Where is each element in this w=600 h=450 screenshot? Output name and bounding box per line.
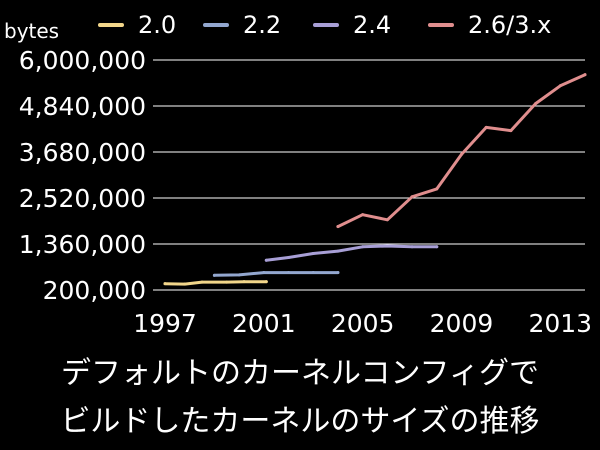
data-point-2-0	[264, 258, 268, 262]
data-point-0-1	[183, 282, 187, 286]
data-point-3-5	[459, 152, 463, 156]
data-point-1-1	[237, 273, 241, 277]
x-tick-label: 2005	[331, 309, 395, 338]
data-point-2-6	[410, 245, 414, 249]
x-tick-label: 2013	[528, 309, 592, 338]
data-point-3-4	[435, 187, 439, 191]
data-point-0-5	[264, 280, 268, 284]
data-point-2-7	[435, 245, 439, 249]
data-point-0-4	[242, 280, 246, 284]
y-tick-label: 200,000	[43, 276, 146, 305]
series-line-0	[163, 280, 268, 286]
data-point-3-8	[534, 102, 538, 106]
caption-line-2: ビルドしたカーネルのサイズの推移	[60, 404, 540, 439]
data-point-0-2	[200, 280, 204, 284]
y-axis-label: bytes	[4, 19, 59, 43]
data-point-3-3	[410, 195, 414, 199]
caption-line-1: デフォルトのカーネルコンフィグで	[61, 356, 539, 391]
data-point-3-2	[385, 218, 389, 222]
legend-label: 2.2	[243, 11, 281, 39]
data-point-1-0	[212, 273, 216, 277]
series-line-2	[264, 244, 439, 262]
data-point-2-5	[385, 244, 389, 248]
data-point-1-3	[287, 271, 291, 275]
data-point-3-10	[583, 73, 587, 77]
x-tick-label: 2001	[232, 309, 296, 338]
data-point-0-0	[163, 282, 167, 286]
legend-label: 2.0	[138, 11, 176, 39]
data-point-2-2	[311, 252, 315, 256]
data-point-3-9	[558, 84, 562, 88]
data-point-3-0	[336, 225, 340, 229]
data-point-2-1	[287, 255, 291, 259]
legend-label: 2.6/3.x	[468, 11, 551, 39]
data-point-2-4	[361, 245, 365, 249]
series-line-1	[212, 271, 340, 277]
line-chart: 200,000 1,360,000 2,520,000 3,680,000 4,840,…	[4, 11, 592, 338]
data-point-3-1	[361, 213, 365, 217]
x-tick-label: 2009	[430, 309, 494, 338]
data-point-3-6	[484, 125, 488, 129]
y-tick-label: 4,840,000	[19, 92, 146, 121]
data-point-1-4	[311, 271, 315, 275]
series-line-3	[336, 73, 587, 229]
y-tick-label: 6,000,000	[19, 46, 146, 75]
y-tick-label: 2,520,000	[19, 184, 146, 213]
data-point-1-5	[336, 271, 340, 275]
y-tick-label: 1,360,000	[19, 230, 146, 259]
legend-label: 2.4	[353, 11, 391, 39]
data-point-3-7	[509, 129, 513, 133]
data-point-1-2	[262, 271, 266, 275]
x-tick-label: 1997	[133, 309, 197, 338]
y-tick-label: 3,680,000	[19, 138, 146, 167]
data-point-0-3	[225, 280, 229, 284]
data-point-2-3	[336, 249, 340, 253]
